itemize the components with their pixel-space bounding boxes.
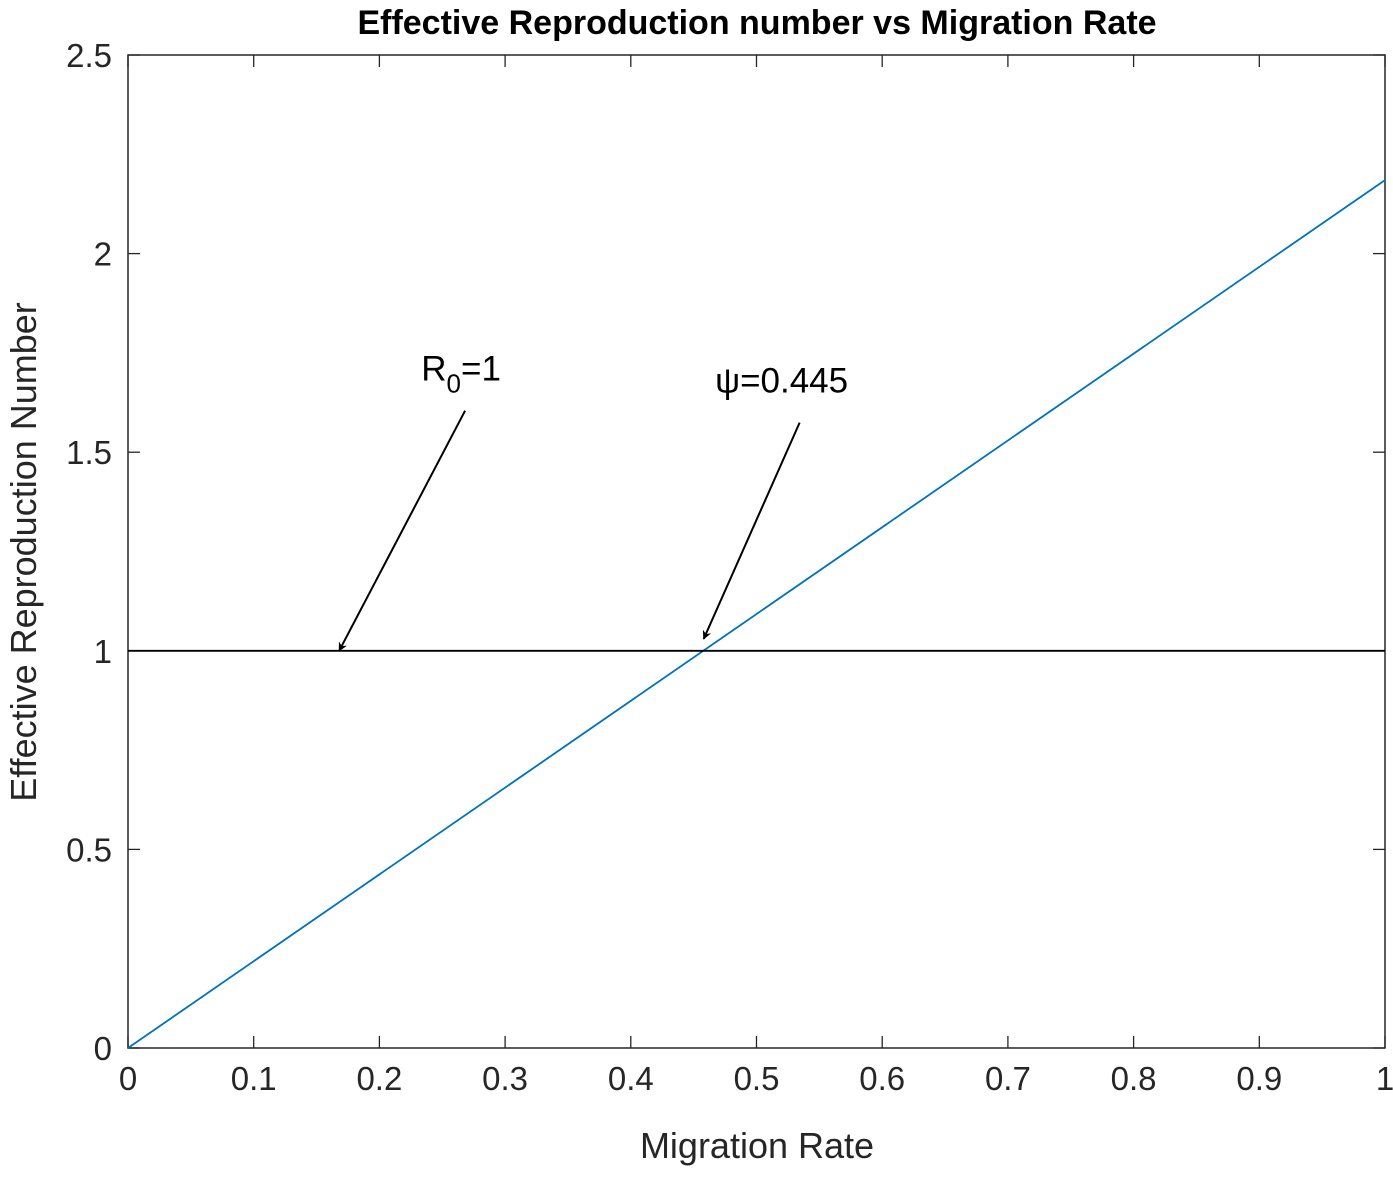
y-axis-label: Effective Reproduction Number [3,302,44,802]
axes-box [127,54,1386,1049]
annotation-label: ψ=0.445 [715,362,848,401]
y-tick-label: 1 [94,633,112,670]
x-axis-label: Migration Rate [640,1125,874,1166]
y-tick-label: 2 [94,236,112,273]
x-tick-label: 0.6 [859,1060,905,1097]
x-tick-label: 0 [119,1060,137,1097]
y-tick-label: 0 [94,1030,112,1067]
x-tick-label: 0.2 [356,1060,402,1097]
annotation-label: R0=1 [421,350,501,399]
annotation-arrow [702,422,801,640]
x-tick-label: 0.8 [1111,1060,1157,1097]
annotation-arrow [338,410,466,652]
x-tick-label: 0.5 [734,1060,780,1097]
y-tick-label: 0.5 [66,831,112,868]
x-tick-label: 0.4 [608,1060,654,1097]
plot-area: 0 0.1 0.2 0.3 0.4 0.5 0.6 0.7 0.8 0.9 1 0 0.5 1 1.5 2 2.… [66,37,1393,1097]
y-tick-label: 2.5 [66,37,112,74]
x-tick-label: 0.3 [482,1060,528,1097]
x-tick-label: 0.1 [231,1060,277,1097]
series-line-0 [127,179,1386,1049]
chart-title: Effective Reproduction number vs Migrati… [357,4,1156,42]
x-tick-label: 0.7 [985,1060,1031,1097]
x-tick-label: 1 [1376,1060,1393,1097]
x-tick-label: 0.9 [1236,1060,1282,1097]
y-tick-label: 1.5 [66,434,112,471]
